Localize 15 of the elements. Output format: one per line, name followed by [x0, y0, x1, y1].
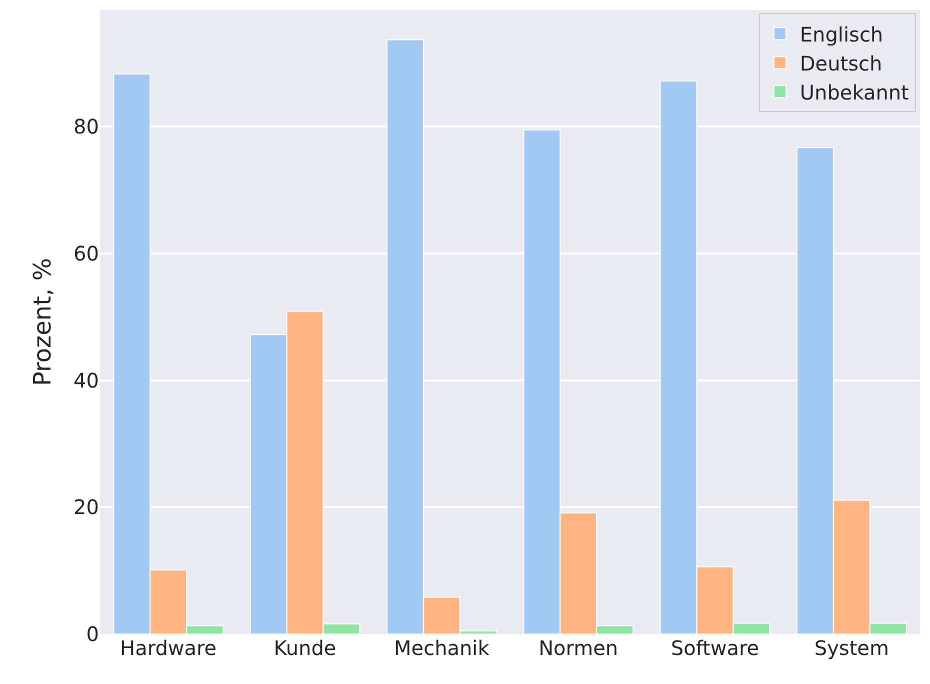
x-tick-label: Software — [670, 636, 760, 660]
y-tick-label: 40 — [74, 368, 99, 392]
y-tick-label: 80 — [74, 114, 99, 139]
legend-label: Unbekannt — [800, 80, 910, 104]
legend-label: Deutsch — [800, 51, 882, 76]
y-axis-title: Prozent, % — [28, 258, 57, 386]
y-tick-label: 0 — [86, 622, 99, 646]
legend-label: Englisch — [800, 22, 884, 46]
y-tick-label: 20 — [74, 495, 99, 520]
x-tick-label: System — [814, 636, 889, 660]
x-tick-label: Normen — [538, 636, 618, 660]
x-tick-label: Hardware — [120, 636, 217, 660]
x-tick-label: Kunde — [274, 636, 336, 660]
y-tick-label: 60 — [74, 242, 99, 266]
x-tick-label: Mechanik — [394, 636, 490, 660]
